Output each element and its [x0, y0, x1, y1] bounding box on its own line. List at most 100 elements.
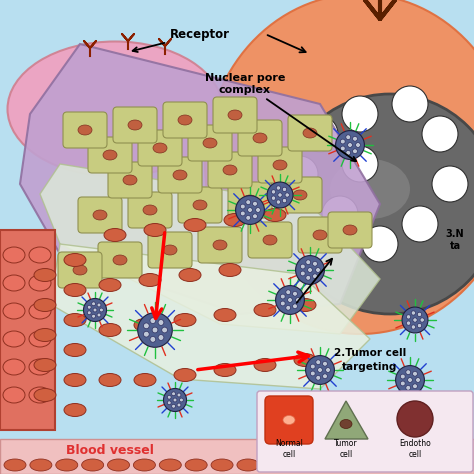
Circle shape	[267, 182, 293, 208]
Circle shape	[91, 314, 95, 318]
Text: Normal
cell: Normal cell	[275, 439, 303, 459]
Ellipse shape	[343, 225, 357, 235]
Ellipse shape	[174, 368, 196, 382]
Circle shape	[301, 271, 305, 276]
Circle shape	[286, 290, 291, 295]
Circle shape	[346, 150, 351, 155]
Circle shape	[401, 374, 405, 379]
Circle shape	[310, 371, 315, 376]
Circle shape	[280, 94, 474, 314]
Circle shape	[173, 398, 177, 402]
Ellipse shape	[228, 110, 242, 120]
Circle shape	[152, 327, 158, 333]
Ellipse shape	[34, 389, 56, 401]
Circle shape	[247, 208, 252, 212]
Circle shape	[87, 311, 91, 315]
Circle shape	[271, 190, 276, 194]
Circle shape	[288, 298, 292, 302]
Ellipse shape	[184, 219, 206, 231]
Ellipse shape	[64, 374, 86, 386]
Ellipse shape	[29, 247, 51, 263]
Ellipse shape	[3, 331, 25, 347]
Bar	[0, 230, 55, 430]
Ellipse shape	[263, 235, 277, 245]
Circle shape	[406, 315, 410, 319]
Circle shape	[150, 337, 156, 342]
Circle shape	[162, 327, 167, 333]
Circle shape	[296, 255, 324, 284]
Circle shape	[420, 318, 424, 322]
Circle shape	[326, 368, 330, 373]
Circle shape	[397, 401, 433, 437]
Bar	[0, 439, 474, 474]
Circle shape	[413, 318, 417, 322]
Circle shape	[316, 360, 320, 365]
Circle shape	[310, 364, 315, 369]
Circle shape	[177, 393, 181, 397]
FancyBboxPatch shape	[163, 102, 207, 138]
Text: 2.Tumor cell
targeting: 2.Tumor cell targeting	[334, 348, 406, 372]
Polygon shape	[325, 401, 368, 439]
Ellipse shape	[73, 265, 87, 275]
Circle shape	[411, 325, 416, 329]
Ellipse shape	[444, 459, 466, 471]
Text: Endotho
cell: Endotho cell	[399, 439, 431, 459]
Ellipse shape	[340, 459, 363, 471]
Circle shape	[346, 135, 351, 140]
Ellipse shape	[29, 331, 51, 347]
Ellipse shape	[224, 213, 246, 227]
Circle shape	[308, 268, 312, 273]
Circle shape	[246, 200, 251, 205]
Circle shape	[406, 321, 410, 325]
FancyBboxPatch shape	[138, 130, 182, 166]
Circle shape	[144, 323, 149, 328]
Ellipse shape	[104, 228, 126, 241]
Circle shape	[180, 398, 183, 402]
Text: Tumor
cell: Tumor cell	[334, 439, 358, 459]
Ellipse shape	[143, 205, 157, 215]
Circle shape	[87, 305, 91, 309]
Ellipse shape	[213, 240, 227, 250]
Ellipse shape	[64, 254, 86, 266]
Circle shape	[301, 264, 305, 269]
Ellipse shape	[29, 387, 51, 403]
Circle shape	[408, 378, 412, 383]
Circle shape	[172, 392, 175, 396]
Circle shape	[312, 274, 318, 279]
Ellipse shape	[64, 344, 86, 356]
FancyBboxPatch shape	[63, 112, 107, 148]
Ellipse shape	[64, 313, 86, 327]
Circle shape	[236, 196, 264, 224]
Ellipse shape	[315, 459, 337, 471]
Ellipse shape	[4, 459, 26, 471]
Circle shape	[316, 375, 320, 380]
Circle shape	[302, 116, 338, 152]
Text: 3.N
ta: 3.N ta	[446, 229, 465, 251]
Ellipse shape	[205, 0, 474, 334]
Ellipse shape	[103, 150, 117, 160]
FancyBboxPatch shape	[213, 97, 257, 133]
Ellipse shape	[366, 459, 388, 471]
Ellipse shape	[179, 268, 201, 282]
FancyBboxPatch shape	[208, 152, 252, 188]
Circle shape	[158, 335, 164, 340]
Ellipse shape	[128, 120, 142, 130]
FancyBboxPatch shape	[238, 120, 282, 156]
Ellipse shape	[254, 358, 276, 372]
Ellipse shape	[29, 275, 51, 291]
FancyBboxPatch shape	[58, 252, 102, 288]
FancyBboxPatch shape	[257, 391, 473, 472]
Circle shape	[172, 404, 175, 408]
Circle shape	[281, 301, 285, 306]
Text: Nuclear pore
complex: Nuclear pore complex	[205, 73, 356, 161]
Circle shape	[406, 370, 410, 374]
Circle shape	[402, 307, 428, 333]
Ellipse shape	[134, 374, 156, 386]
Ellipse shape	[254, 303, 276, 317]
FancyBboxPatch shape	[128, 192, 172, 228]
Circle shape	[93, 308, 97, 312]
Ellipse shape	[56, 459, 78, 471]
Ellipse shape	[214, 309, 236, 321]
Circle shape	[306, 260, 310, 264]
Circle shape	[283, 187, 287, 191]
